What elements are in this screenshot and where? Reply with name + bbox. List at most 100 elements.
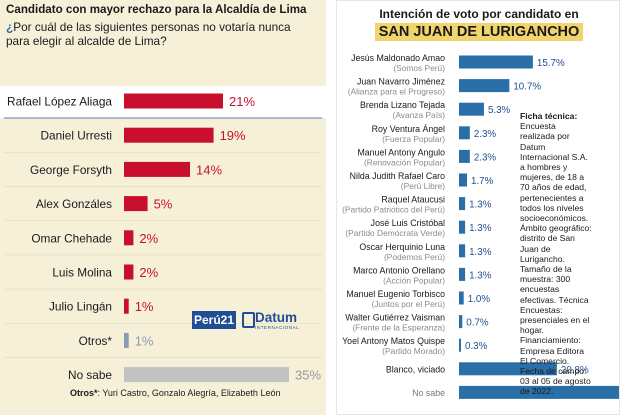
candidate-name: Yoel Antony Matos Quispe [342,336,445,346]
candidate-name: Marco Antonio Orellano [353,265,445,275]
party-name: (Renovación Popular) [364,157,445,167]
party-name: (Avanza País) [393,110,446,120]
category-label: George Forsyth [30,163,112,177]
candidate-name: Raquel Ataucusi [381,195,445,205]
candidate-name: José Luis Cristóbal [371,218,445,228]
others-footnote: Otros*: Yuri Castro, Gonzalo Alegría, El… [70,388,280,398]
right-bar-chart: Jesús Maldonado Amao(Somos Perú) 15.7% Jua… [342,53,619,399]
left-panel: Candidato con mayor rechazo para la Alca… [0,0,326,415]
value-label: 1.0% [468,294,491,305]
bar [459,291,464,305]
bar [124,127,214,143]
party-name: (Podemos Perú) [384,252,445,262]
value-label: 10.7% [513,82,541,93]
left-chart-question: Por cuál de las siguientes personas no v… [6,20,291,48]
bar [459,244,466,258]
bar [459,55,533,69]
party-name: (Fuerza Popular) [382,134,445,144]
bar [124,367,289,383]
bar [459,315,463,329]
candidate-name: Oscar Herquinio Luna [359,242,445,252]
party-name: (Acción Popular) [383,275,445,285]
ficha-tecnica: Ficha técnica: Encuesta realizada por Da… [520,111,592,397]
category-label: Alex Gonzáles [36,197,112,211]
bar [124,196,148,212]
category-label: Luis Molina [52,266,112,280]
value-label: 0.7% [466,318,489,329]
bar [459,267,466,281]
candidate-name: Juan Navarro Jiménez [357,77,445,87]
bar [459,385,619,399]
datum-mark-icon [242,312,255,328]
category-label: Daniel Urresti [41,129,112,143]
candidate-name: Manuel Eugenio Torbisco [346,289,445,299]
left-chart-title: Candidato con mayor rechazo para la Alca… [6,3,307,16]
value-label: 0.3% [465,341,488,352]
left-bar-chart: Rafael López Aliaga 21% Daniel Urresti 19% G… [0,86,326,383]
value-label: 1.3% [469,223,492,234]
bar [124,332,129,348]
candidate-name: Manuel Antony Angulo [357,147,445,157]
bar [459,126,470,140]
bar [124,264,134,280]
datum-logo-sub: INTERNACIONAL [255,325,300,330]
right-panel: Intención de voto por candidato en SAN J… [336,0,620,415]
value-label: 1.3% [469,270,492,281]
value-label: 19% [220,128,246,143]
question-mark: ¿ [6,20,14,34]
bar [459,173,467,187]
candidate-name: Jesús Maldonado Amao [351,53,445,63]
value-label: 1% [135,333,154,348]
bar [459,79,510,93]
category-label: Omar Chehade [31,231,112,245]
datum-logo: Datum INTERNACIONAL [242,309,300,331]
candidate-name: Walter Gutiérrez Vaisman [345,313,445,323]
bar [459,362,557,376]
district-highlight: SAN JUAN DE LURIGANCHO [337,23,620,41]
ficha-tecnica-text: Encuesta realizada por Datum Internacion… [520,121,592,397]
candidate-name: Brenda Lizano Tejada [360,100,445,110]
party-name: (Perú Libre) [401,181,445,191]
value-label: 5% [154,197,173,212]
datum-logo-name: Datum [255,310,298,325]
party-name: (Alianza para el Progreso) [348,87,446,97]
category-label: No sabe [68,368,112,382]
party-name: (Somos Perú) [393,63,445,73]
bar [459,102,484,116]
peru21-logo: Perú21 [192,311,236,329]
candidate-name: Roy Ventura Ángel [372,124,445,134]
party-name: (Partido Morado) [382,346,445,356]
value-label: 20.8% [561,365,589,376]
value-label: 5.3% [488,105,511,116]
party-name: (Partido Patriótico del Perú) [342,205,445,215]
bar [124,161,190,177]
bar [459,338,461,352]
party-name: (Juntos por el Perú) [371,299,445,309]
others-footnote-text: : Yuri Castro, Gonzalo Alegría, Elizabet… [97,388,281,398]
value-label: 1.7% [471,176,494,187]
bar [459,220,466,234]
candidate-name: Blanco, viciado [386,364,445,374]
value-label: 2.3% [474,129,497,140]
candidate-name: Nilda Judith Rafael Caro [350,171,445,181]
value-label: 1.3% [469,247,492,258]
value-label: 35% [295,368,321,383]
value-label: 2% [139,265,158,280]
value-label: 2.3% [474,152,497,163]
candidate-name: No sabe [412,388,445,398]
district-name: SAN JUAN DE LURIGANCHO [374,23,584,41]
right-chart-title: Intención de voto por candidato en [379,7,579,21]
left-chart-subtitle: ¿Por cuál de las siguientes personas no … [6,20,306,48]
category-label: Julio Lingán [49,300,112,314]
category-label: Otros* [79,334,113,348]
party-name: (Frente de la Esperanza) [352,323,445,333]
party-name: (Partido Demócrata Verde) [345,228,445,238]
value-label: 1.3% [469,200,492,211]
bar [459,197,466,211]
bar [459,149,470,163]
ficha-tecnica-label: Ficha técnica: [520,111,578,121]
value-label: 14% [196,162,222,177]
bar [124,93,223,109]
value-label: 21% [229,94,255,109]
value-label: 2% [139,231,158,246]
